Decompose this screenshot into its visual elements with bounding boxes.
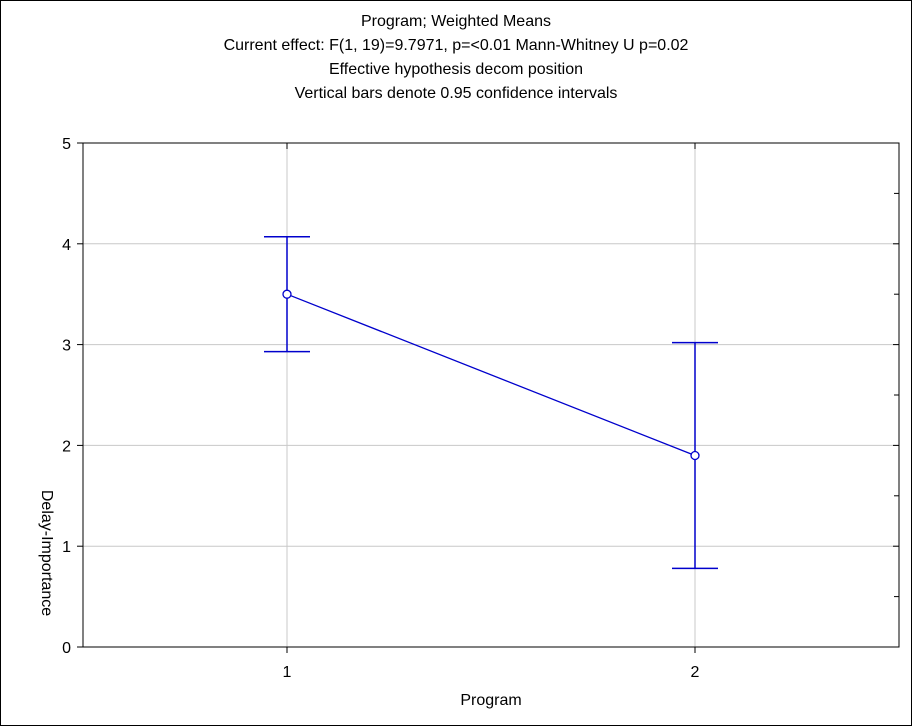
y-tick-label: 0 bbox=[62, 640, 71, 657]
grid-lines bbox=[83, 143, 899, 647]
chart-title-line-2: Current effect: F(1, 19)=9.7971, p=<0.01… bbox=[223, 37, 689, 54]
y-tick-label: 5 bbox=[62, 136, 71, 153]
y-tick-label: 4 bbox=[62, 237, 71, 254]
x-tick-label: 2 bbox=[691, 664, 700, 681]
x-axis-label: Program bbox=[460, 692, 521, 709]
plot-area bbox=[82, 142, 900, 648]
chart-title-line-4: Vertical bars denote 0.95 confidence int… bbox=[294, 85, 618, 102]
y-tick-label: 3 bbox=[62, 338, 71, 355]
chart-title-block: Program; Weighted Means Current effect: … bbox=[0, 10, 912, 106]
series-marks bbox=[264, 235, 718, 570]
data-point bbox=[690, 450, 700, 461]
axis-ticks: 0 1 2 3 4 5 1 2 bbox=[62, 136, 899, 681]
chart-title-line-3: Effective hypothesis decom position bbox=[328, 61, 584, 78]
y-axis-label: Delay-Importance bbox=[38, 490, 55, 616]
y-tick-label: 2 bbox=[62, 438, 71, 455]
y-tick-label: 1 bbox=[62, 539, 71, 556]
data-point bbox=[282, 289, 292, 299]
x-tick-label: 1 bbox=[283, 664, 292, 681]
series-line bbox=[286, 293, 696, 457]
chart-title-line-1: Program; Weighted Means bbox=[360, 13, 551, 30]
